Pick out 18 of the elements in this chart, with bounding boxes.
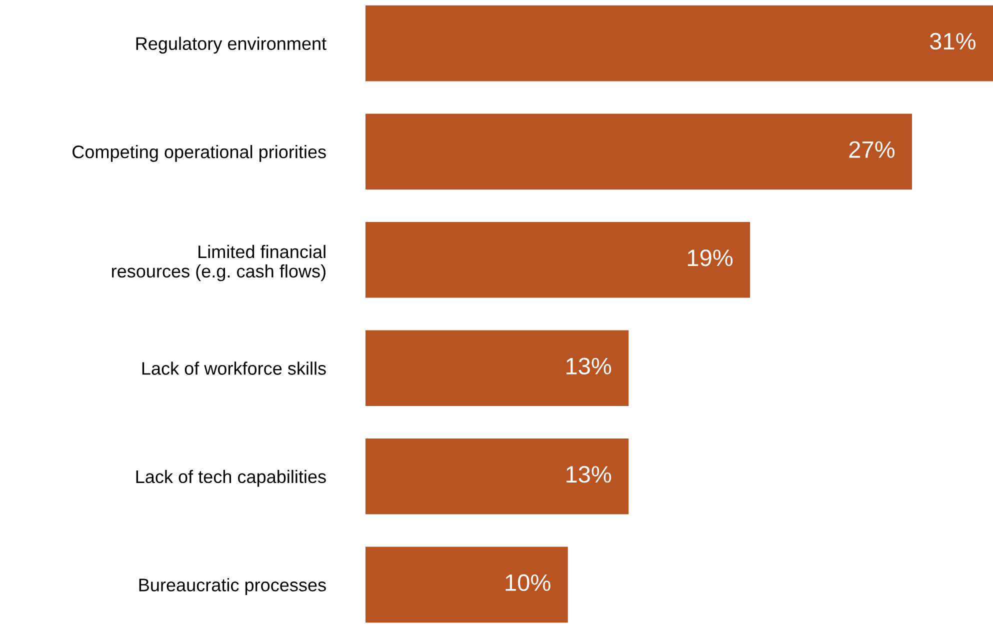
bar [365, 330, 629, 406]
y-tick-label: Regulatory environment [136, 36, 326, 54]
y-tick-label: Lack of workforce skills [142, 362, 326, 375]
data-label: 13% [566, 466, 612, 483]
bar [365, 438, 629, 514]
data-label: 27% [849, 141, 895, 158]
bar [365, 222, 750, 298]
y-tick-label: Limited financial resources (e.g. cash flows) [112, 244, 326, 282]
y-tick-label: Competing operational priorities [72, 145, 326, 162]
data-label: 10% [506, 574, 550, 592]
bar [365, 114, 912, 190]
y-tick-label: Bureaucratic processes [139, 578, 326, 595]
data-label: 31% [930, 32, 976, 50]
data-label: 19% [688, 249, 733, 266]
data-label: 13% [566, 358, 612, 374]
bar [365, 546, 568, 623]
bar [365, 5, 993, 82]
y-tick-label: Lack of tech capabilities [136, 470, 326, 487]
